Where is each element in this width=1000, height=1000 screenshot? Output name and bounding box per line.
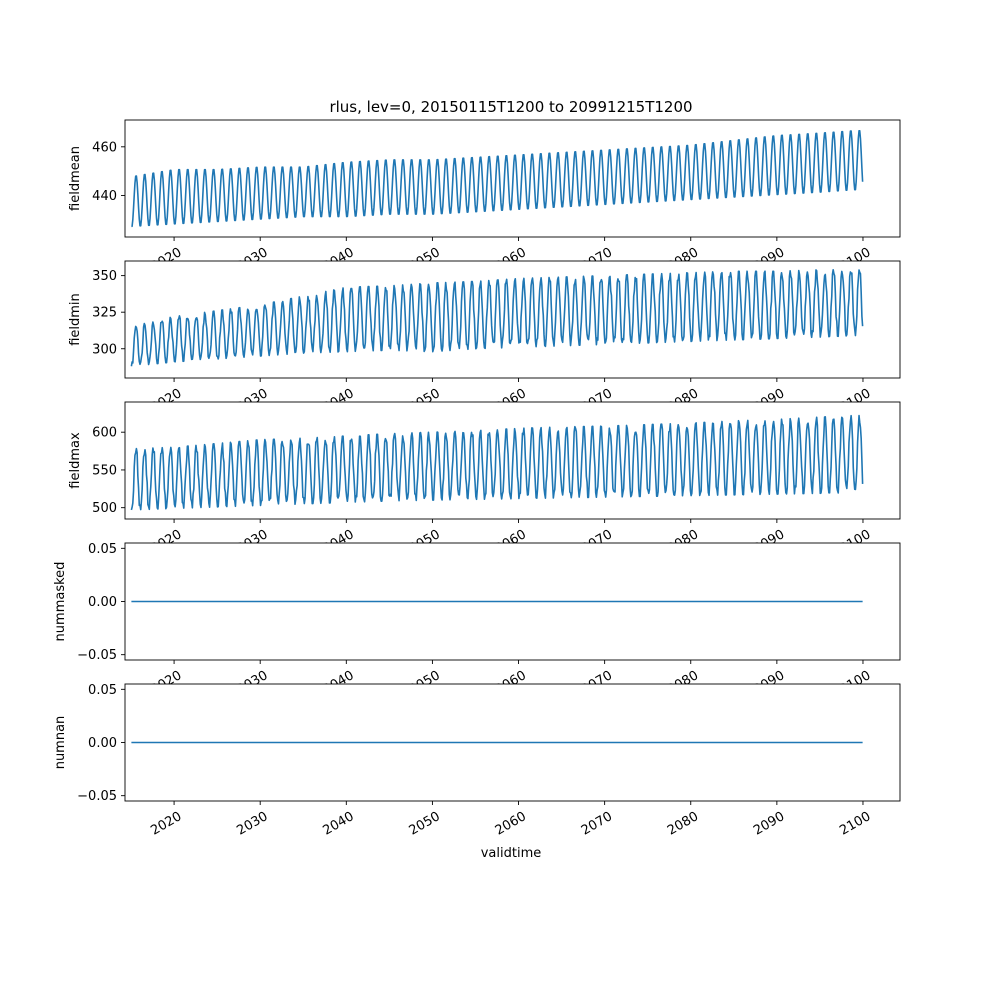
series-line-fieldmin (130, 268, 864, 367)
y-tick-label: 325 (92, 306, 117, 321)
x-tick-label: 2070 (579, 809, 615, 839)
y-axis-label: nummasked (53, 562, 68, 642)
y-tick-label: −0.05 (77, 648, 117, 663)
y-axis-label: fieldmax (68, 432, 83, 489)
y-axis-label: fieldmin (68, 293, 83, 346)
y-axis-label: numnan (53, 716, 68, 770)
x-tick-label: 2040 (321, 809, 357, 839)
y-tick-label: 550 (92, 463, 117, 478)
x-tick-label: 2050 (407, 809, 443, 839)
x-tick-label: 2020 (148, 809, 184, 839)
subplot-numnan: −0.05 0.00 0.05 2020 2030 2040 2050 2060 2070 208… (53, 683, 901, 839)
chart-title: rlus, lev=0, 20150115T1200 to 20991215T1… (329, 98, 692, 116)
x-tick-label: 2090 (751, 809, 787, 839)
series-line-fieldmean (131, 129, 864, 228)
y-tick-label: 600 (92, 426, 117, 441)
x-tick-label: 2060 (493, 809, 529, 839)
x-axis-label: validtime (481, 846, 542, 861)
y-tick-label: 350 (92, 269, 117, 284)
y-tick-label: 0.00 (88, 736, 117, 751)
y-tick-label: 460 (92, 140, 117, 155)
series-line-fieldmax (130, 414, 864, 511)
x-tick-label: 2080 (665, 809, 701, 839)
x-tick-label: 2030 (234, 809, 270, 839)
y-tick-label: 300 (92, 342, 117, 357)
axes-frame (124, 260, 901, 379)
axes-frame (124, 401, 901, 520)
y-tick-label: 500 (92, 501, 117, 516)
y-axis-label: fieldmean (68, 146, 83, 211)
y-tick-label: −0.05 (77, 789, 117, 804)
axes-container: 440 460 2020 2030 2040 2050 2060 2070 2080 2090 21… (53, 119, 901, 839)
axes-frame (124, 119, 901, 238)
y-tick-label: 0.00 (88, 595, 117, 610)
y-tick-label: 440 (92, 189, 117, 204)
y-tick-label: 0.05 (88, 683, 117, 698)
x-tick-label: 2100 (837, 809, 873, 839)
y-tick-label: 0.05 (88, 542, 117, 557)
